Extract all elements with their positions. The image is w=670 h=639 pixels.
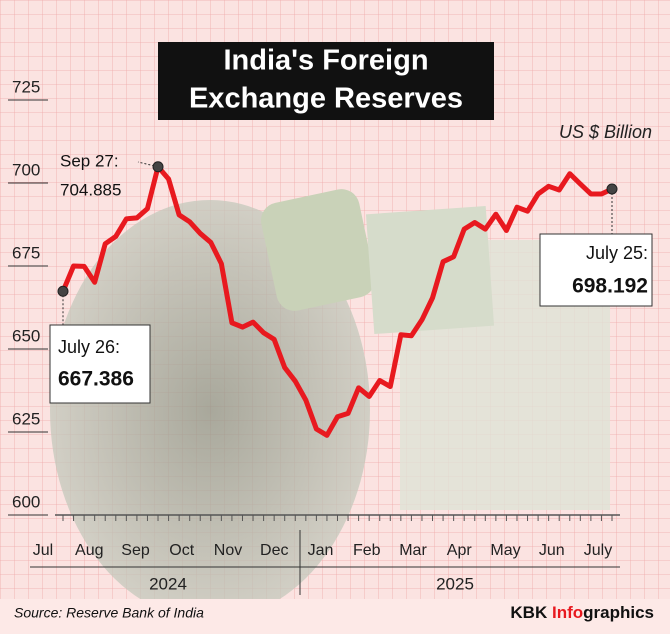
source: Source: Reserve Bank of India — [14, 605, 204, 621]
annotation-value: 698.192 — [572, 275, 648, 298]
y-tick-label: 675 — [12, 243, 40, 262]
x-tick-label: Mar — [399, 542, 427, 559]
y-tick-label: 725 — [12, 77, 40, 96]
x-tick-label: May — [490, 542, 520, 559]
annotation-box — [49, 324, 151, 404]
annotation-label: Sep 27: — [60, 151, 119, 170]
annotation-label: July 26: — [58, 337, 120, 357]
y-tick-label: 625 — [12, 409, 40, 428]
bill-roll — [261, 189, 375, 311]
x-tick-label: July — [584, 542, 612, 559]
unit-label: US $ Billion — [559, 122, 652, 142]
x-tick-label: Jan — [308, 542, 334, 559]
brand-suffix: graphics — [583, 603, 654, 622]
x-tick-label: Jul — [33, 542, 53, 559]
footer — [0, 599, 670, 634]
annotation-leader — [137, 161, 159, 168]
year-label: 2025 — [436, 574, 474, 593]
brand: KBK Infographics — [510, 603, 654, 622]
annotation-box — [539, 233, 653, 307]
y-tick-label: 600 — [12, 492, 40, 511]
y-tick-label: 650 — [12, 326, 40, 345]
brand-highlight: Info — [552, 603, 583, 622]
x-tick-label: Dec — [260, 542, 288, 559]
annotation-value: 704.885 — [60, 180, 121, 199]
x-tick-label: Feb — [353, 542, 381, 559]
year-label: 2024 — [149, 574, 187, 593]
chart-title: India's Foreign — [223, 45, 428, 77]
annotation-point — [606, 183, 618, 195]
x-tick-label: Jun — [539, 542, 565, 559]
x-tick-label: Nov — [214, 542, 242, 559]
annotation-point — [152, 161, 164, 173]
brand-prefix: KBK — [510, 603, 548, 622]
annotation-label: July 25: — [586, 243, 648, 263]
x-tick-label: Sep — [121, 542, 150, 559]
annotation-point — [57, 285, 69, 297]
x-tick-label: Apr — [447, 542, 473, 559]
line — [60, 164, 614, 438]
x-tick-label: Oct — [169, 542, 194, 559]
chart-title: Exchange Reserves — [189, 83, 463, 115]
title-box — [158, 42, 494, 120]
x-tick-label: Aug — [75, 542, 103, 559]
y-tick-label: 700 — [12, 160, 40, 179]
annotation-value: 667.386 — [58, 368, 134, 391]
